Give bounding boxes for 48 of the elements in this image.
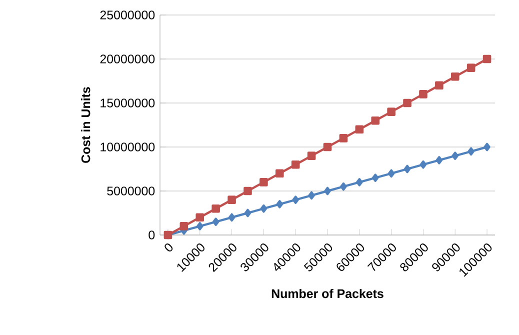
point [212, 218, 220, 226]
point [482, 54, 492, 64]
y-tick-label: 20000000 [100, 54, 155, 64]
point [484, 142, 490, 152]
x-axis-title: Number of Packets [272, 288, 384, 298]
point [323, 142, 332, 152]
point [228, 213, 236, 222]
y-tick-label: 5000000 [107, 186, 155, 196]
point [292, 196, 299, 204]
point [420, 160, 427, 169]
point [372, 174, 379, 182]
point [466, 64, 476, 72]
point [276, 200, 284, 208]
point [324, 186, 331, 196]
point [339, 134, 348, 142]
x-tick-label: 0 [164, 243, 173, 252]
point [196, 213, 204, 222]
point [260, 178, 268, 186]
point [260, 204, 268, 213]
point [275, 169, 284, 178]
point [291, 160, 300, 169]
point [387, 108, 396, 116]
y-tick-label: 10000000 [100, 142, 155, 152]
point [436, 156, 443, 164]
point [244, 208, 252, 218]
point [403, 98, 412, 108]
point [180, 222, 188, 230]
point [404, 164, 411, 174]
point [308, 191, 315, 200]
point [452, 152, 459, 160]
point [244, 186, 252, 196]
y-axis-title: Cost in Units [81, 87, 90, 163]
point [356, 178, 363, 186]
point [468, 147, 474, 156]
y-tick-label: 25000000 [100, 10, 155, 20]
point [371, 116, 380, 125]
point [340, 182, 347, 191]
y-tick-label: 15000000 [100, 98, 155, 108]
point [228, 196, 236, 204]
point [307, 152, 316, 160]
y-tick-label: 0 [148, 230, 155, 240]
point [419, 90, 428, 98]
point [435, 81, 444, 90]
point [355, 125, 364, 134]
point [388, 169, 395, 178]
point [196, 222, 204, 230]
point [212, 204, 220, 213]
point [450, 72, 460, 81]
